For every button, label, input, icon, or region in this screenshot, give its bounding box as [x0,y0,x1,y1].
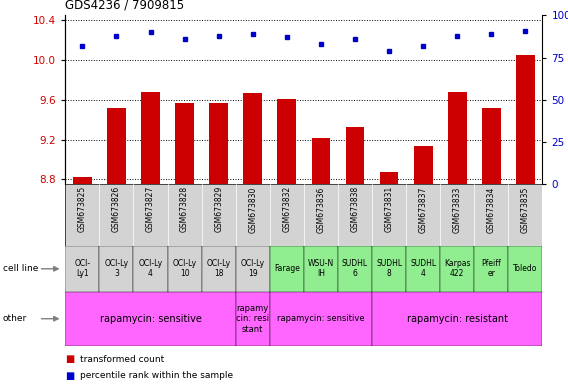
Text: GDS4236 / 7909815: GDS4236 / 7909815 [65,0,185,12]
Bar [414,146,432,184]
Text: GSM673837: GSM673837 [419,186,428,233]
Text: GSM673825: GSM673825 [78,186,87,232]
Text: GSM673831: GSM673831 [385,186,394,232]
Bar [202,246,236,292]
Bar [482,108,501,184]
Text: GSM673827: GSM673827 [146,186,155,232]
Text: rapamycin: resistant: rapamycin: resistant [407,314,508,324]
Bar [372,292,542,346]
Text: GSM673833: GSM673833 [453,186,462,233]
Text: GSM673838: GSM673838 [350,186,360,232]
Text: GSM673826: GSM673826 [112,186,121,232]
Bar [99,246,133,292]
Text: OCI-Ly
4: OCI-Ly 4 [139,259,162,278]
Bar [175,103,194,184]
Text: OCI-Ly
18: OCI-Ly 18 [207,259,231,278]
Bar [141,92,160,184]
Text: GSM673830: GSM673830 [248,186,257,233]
Bar [65,246,99,292]
Text: OCI-Ly
10: OCI-Ly 10 [173,259,197,278]
Text: SUDHL
4: SUDHL 4 [410,259,436,278]
Text: other: other [3,314,27,323]
Bar [304,246,338,292]
Text: rapamycin: sensitive: rapamycin: sensitive [99,314,202,324]
Bar [133,246,168,292]
Text: rapamy
cin: resi
stant: rapamy cin: resi stant [236,304,269,334]
Text: GSM673834: GSM673834 [487,186,496,233]
Bar [372,246,406,292]
Bar [277,99,296,184]
Bar [73,177,92,184]
Text: percentile rank within the sample: percentile rank within the sample [80,371,233,380]
Text: SUDHL
8: SUDHL 8 [376,259,402,278]
Bar [243,93,262,184]
Bar [65,292,236,346]
Text: GSM673828: GSM673828 [180,186,189,232]
Text: SUDHL
6: SUDHL 6 [342,259,368,278]
Text: GSM673832: GSM673832 [282,186,291,232]
Bar [107,108,126,184]
Text: OCI-
Ly1: OCI- Ly1 [74,259,90,278]
Text: ■: ■ [65,371,74,381]
Text: cell line: cell line [3,264,38,273]
Bar [440,246,474,292]
Bar [236,292,270,346]
Text: rapamycin: sensitive: rapamycin: sensitive [277,314,365,323]
Bar [311,137,330,184]
Text: Farage: Farage [274,264,300,273]
Bar [338,246,372,292]
Text: WSU-N
IH: WSU-N IH [308,259,334,278]
Text: transformed count: transformed count [80,354,164,364]
Text: GSM673835: GSM673835 [521,186,530,233]
Text: GSM673829: GSM673829 [214,186,223,232]
Bar [379,172,398,184]
Text: Karpas
422: Karpas 422 [444,259,470,278]
Text: Toledo: Toledo [513,264,537,273]
Text: GSM673836: GSM673836 [316,186,325,233]
Text: ■: ■ [65,354,74,364]
Bar [270,246,304,292]
Bar [168,246,202,292]
Bar [516,55,534,184]
Text: OCI-Ly
19: OCI-Ly 19 [241,259,265,278]
Bar [448,92,466,184]
Bar [345,127,365,184]
Text: OCI-Ly
3: OCI-Ly 3 [105,259,128,278]
Bar [209,103,228,184]
Bar [474,246,508,292]
Bar [406,246,440,292]
Bar [508,246,542,292]
Bar [270,292,372,346]
Text: Pfeiff
er: Pfeiff er [482,259,501,278]
Bar [236,246,270,292]
